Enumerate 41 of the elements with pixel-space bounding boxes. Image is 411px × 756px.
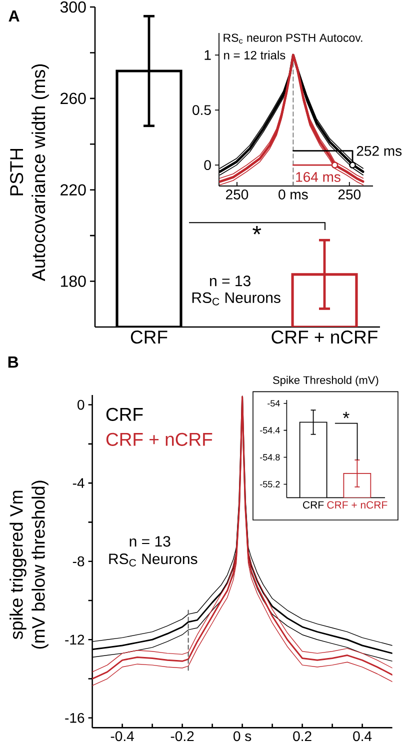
chart-title: RS$_{c}$ neuron PSTH Autocov.	[224, 34, 362, 44]
series-label: CRF + nCRF	[106, 432, 212, 446]
text: B	[8, 356, 18, 368]
y-tick-label: -8	[72, 556, 84, 566]
y-tick-label: 0.5	[192, 105, 211, 116]
annotation: 164 ms	[296, 172, 340, 182]
x-tick-label: 0 ms	[278, 190, 308, 200]
y-tick-label: -54.4	[260, 427, 280, 434]
y-tick-label: 260	[60, 92, 86, 104]
x-tick-label: 250	[338, 190, 361, 200]
y-tick-label: -54.8	[260, 454, 280, 460]
y-tick-label: -55.2	[260, 481, 280, 488]
y-tick-label: 1	[204, 50, 211, 60]
x-tick-label: -0.2	[170, 731, 194, 742]
annotation: *	[342, 412, 350, 418]
annotation: RS$_{C}$ Neurons	[192, 292, 280, 306]
y-axis-title: spike triggered Vm (mV below threshold)	[10, 480, 48, 649]
annotation: n = 13	[130, 536, 170, 547]
x-tick-label: 0.2	[293, 731, 312, 742]
y-tick-label: -54	[268, 400, 280, 407]
y-tick-label: 220	[60, 184, 86, 196]
text: CRF	[106, 408, 143, 421]
x-tick-label: 0 s	[234, 731, 252, 742]
annotation: 252 ms	[356, 146, 402, 156]
x-tick-label: 250	[226, 190, 248, 200]
y-tick-label: -12	[65, 634, 84, 645]
y-tick-label: -16	[65, 712, 84, 723]
y-tick-label: 0	[204, 160, 211, 170]
x-tick-label: 0.4	[353, 731, 372, 742]
annotation: n = 13	[210, 276, 250, 286]
annotation: RS$_{C}$ Neurons	[109, 554, 198, 566]
annotation: *	[252, 226, 262, 234]
chart-title: Spike Threshold (mV)	[273, 376, 378, 386]
text: A	[8, 10, 20, 22]
y-axis-title: PSTH Autocovariance width (ms)	[10, 64, 49, 282]
y-tick-label: 180	[60, 276, 86, 287]
x-tick-label: -0.4	[110, 731, 134, 742]
y-tick-label: -4	[72, 478, 84, 488]
y-tick-label: 300	[60, 1, 86, 13]
y-tick-label: 0	[78, 400, 84, 410]
annotation: n = 12 trials	[224, 50, 286, 60]
